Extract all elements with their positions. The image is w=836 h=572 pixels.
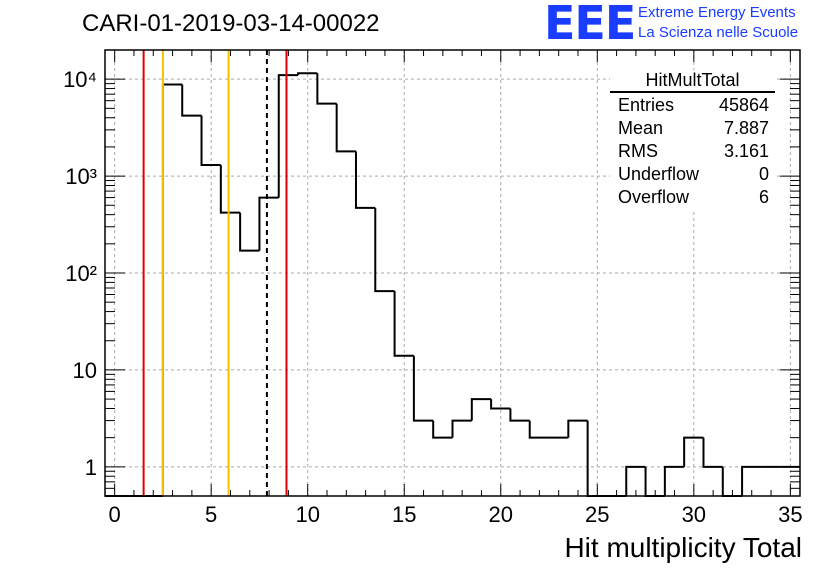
histogram-bar — [393, 291, 414, 357]
x-tick-label: 20 — [489, 502, 513, 527]
chart-title: CARI-01-2019-03-14-00022 — [82, 10, 380, 37]
histogram-bar — [200, 115, 221, 167]
stats-row-overflow: Overflow 6 — [610, 186, 775, 209]
stats-value: 6 — [758, 187, 769, 207]
histogram-bar — [702, 437, 723, 468]
y-tick-label: 10⁴ — [63, 67, 97, 92]
stats-value: 3.161 — [723, 141, 769, 161]
stats-row-mean: Mean 7.887 — [610, 117, 775, 140]
histogram-bar — [663, 465, 685, 496]
stats-value: 7.887 — [723, 118, 769, 138]
x-tick-label: 30 — [682, 502, 706, 527]
histogram-bar — [219, 165, 241, 214]
x-tick-label: 5 — [205, 502, 217, 527]
stats-row-rms: RMS 3.161 — [610, 140, 775, 163]
eee-logo-mark: EEE — [544, 0, 636, 50]
histogram-bar — [239, 212, 260, 252]
histogram-bar — [277, 74, 299, 198]
x-tick-label: 0 — [109, 502, 121, 527]
y-tick-label: 10 — [73, 358, 97, 383]
stats-label: Entries — [618, 95, 675, 115]
histogram-bar — [316, 73, 337, 105]
histogram-bar — [741, 465, 762, 496]
stats-value: 0 — [758, 164, 769, 184]
stats-row-underflow: Underflow 0 — [610, 163, 775, 186]
histogram-bar — [297, 72, 318, 76]
stats-label: RMS — [618, 141, 658, 161]
histogram-bar — [412, 355, 434, 422]
histogram-bar — [181, 84, 202, 117]
eee-logo: EEE Extreme Energy Events La Scienza nel… — [544, 0, 834, 50]
histogram-bar — [258, 196, 279, 251]
x-tick-label: 35 — [778, 502, 802, 527]
histogram-bar — [528, 420, 550, 439]
logo-tagline-2: La Scienza nelle Scuole — [638, 24, 799, 41]
x-tick-label: 25 — [585, 502, 609, 527]
stats-box: HitMultTotal Entries 45864 Mean 7.887 RM… — [610, 70, 775, 209]
histogram-bar — [683, 436, 704, 467]
stats-value: 45864 — [718, 95, 769, 115]
x-axis-label: Hit multiplicity Total — [564, 532, 802, 563]
histogram-bar — [567, 419, 588, 438]
histogram-bar — [432, 420, 453, 439]
x-tick-label: 15 — [392, 502, 416, 527]
x-tick-label: 10 — [295, 502, 319, 527]
stats-label: Mean — [618, 118, 664, 138]
stats-label: Overflow — [618, 187, 690, 207]
logo-tagline-1: Extreme Energy Events — [638, 4, 796, 21]
histogram-bar — [470, 398, 492, 421]
y-tick-label: 10² — [65, 261, 97, 286]
histogram-bar — [490, 399, 511, 410]
histogram-bar — [374, 207, 395, 293]
stats-label: Underflow — [618, 164, 700, 184]
y-tick-label: 1 — [85, 455, 97, 480]
histogram-bar — [354, 151, 376, 209]
histogram-bar — [625, 465, 646, 496]
histogram-bar — [451, 419, 472, 438]
histogram-bar — [161, 83, 183, 496]
histogram-bar — [509, 408, 530, 422]
y-tick-label: 10³ — [65, 164, 97, 189]
stats-title: HitMultTotal — [610, 70, 775, 93]
histogram-bar — [335, 103, 356, 153]
stats-row-entries: Entries 45864 — [610, 94, 775, 117]
